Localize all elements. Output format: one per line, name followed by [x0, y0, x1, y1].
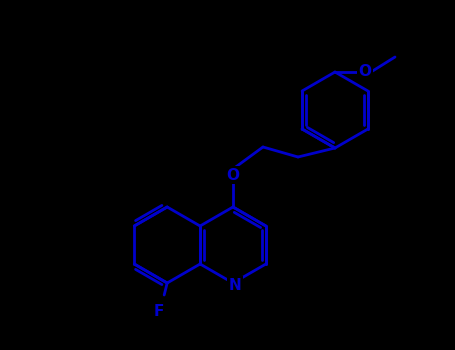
- Text: F: F: [154, 303, 164, 318]
- Text: O: O: [227, 168, 239, 182]
- Text: N: N: [228, 278, 241, 293]
- Text: O: O: [359, 64, 371, 79]
